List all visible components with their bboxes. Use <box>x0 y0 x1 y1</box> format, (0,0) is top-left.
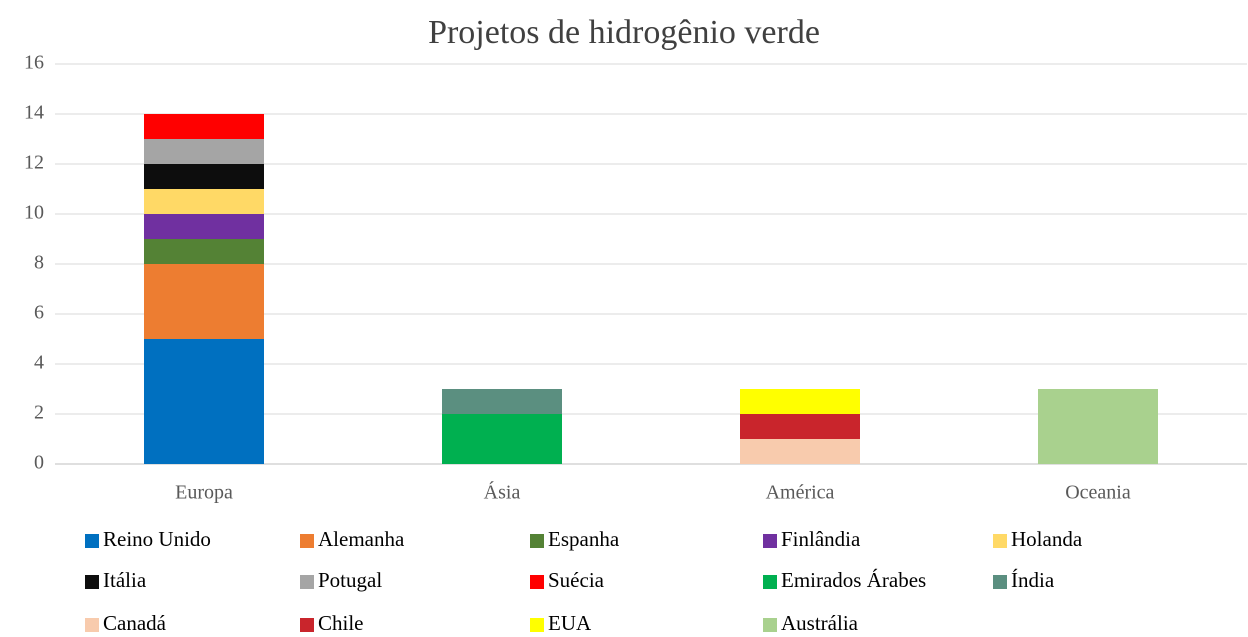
y-tick-label: 4 <box>34 352 44 374</box>
legend-label: Alemanha <box>318 527 405 551</box>
y-tick-label: 0 <box>34 452 44 474</box>
legend-swatch <box>993 534 1007 548</box>
legend-swatch <box>300 575 314 589</box>
legend-swatch <box>530 534 544 548</box>
legend-swatch <box>530 618 544 632</box>
legend-label: Potugal <box>318 568 382 592</box>
bar-segment <box>740 439 860 464</box>
legend-label: Emirados Árabes <box>781 568 926 592</box>
legend-label: EUA <box>548 611 592 635</box>
legend-swatch <box>85 618 99 632</box>
y-tick-label: 14 <box>24 102 44 124</box>
legend-swatch <box>763 534 777 548</box>
legend-label: Suécia <box>548 568 605 592</box>
bar-segment <box>144 239 264 264</box>
bar-segment <box>144 214 264 239</box>
legend-label: Canadá <box>103 611 167 635</box>
legend-swatch <box>300 618 314 632</box>
bar-segment <box>442 389 562 414</box>
bar-segment <box>740 389 860 414</box>
bar-segment <box>1038 389 1158 464</box>
bar-segment <box>740 414 860 439</box>
legend-label: Índia <box>1011 568 1055 592</box>
legend-label: Austrália <box>781 611 859 635</box>
legend-label: Espanha <box>548 527 620 551</box>
legend-swatch <box>763 575 777 589</box>
legend-label: Chile <box>318 611 364 635</box>
legend-swatch <box>300 534 314 548</box>
legend-swatch <box>763 618 777 632</box>
y-tick-label: 12 <box>24 152 44 174</box>
x-tick-label: Ásia <box>484 481 521 504</box>
legend-swatch <box>993 575 1007 589</box>
bar-segment <box>442 414 562 464</box>
legend-swatch <box>530 575 544 589</box>
x-tick-label: América <box>766 482 835 504</box>
y-tick-label: 10 <box>24 202 44 224</box>
legend-label: Finlândia <box>781 527 861 551</box>
bar-segment <box>144 339 264 464</box>
legend-label: Reino Unido <box>103 527 211 551</box>
y-tick-label: 16 <box>24 52 44 74</box>
x-tick-label: Europa <box>175 482 233 504</box>
y-tick-label: 6 <box>34 302 44 324</box>
legend-label: Itália <box>103 568 147 592</box>
chart-title: Projetos de hidrogênio verde <box>428 14 820 51</box>
legend-swatch <box>85 534 99 548</box>
bar-segment <box>144 264 264 339</box>
y-tick-label: 8 <box>34 252 44 274</box>
bar-segment <box>144 114 264 139</box>
legend-label: Holanda <box>1011 527 1083 551</box>
x-tick-label: Oceania <box>1065 482 1131 504</box>
y-tick-label: 2 <box>34 402 44 424</box>
bar-segment <box>144 164 264 189</box>
legend-swatch <box>85 575 99 589</box>
bar-segment <box>144 139 264 164</box>
bar-segment <box>144 189 264 214</box>
